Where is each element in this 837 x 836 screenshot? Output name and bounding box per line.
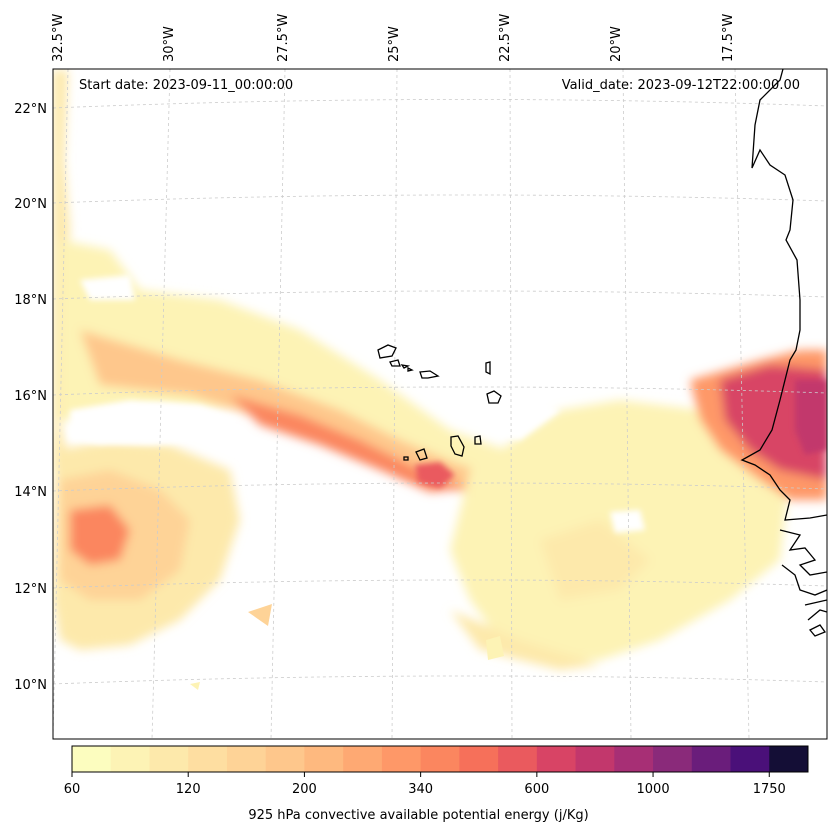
colorbar-tick-label: 120 [176, 782, 201, 797]
colorbar-segment [730, 746, 770, 772]
latitude-label: 18°N [14, 293, 47, 308]
latitude-label: 16°N [14, 389, 47, 404]
longitude-label: 22.5°W [498, 14, 513, 62]
colorbar-segment [265, 746, 305, 772]
latitude-axis: 22°N 20°N 18°N 16°N 14°N 12°N 10°N [14, 102, 47, 693]
latitude-label: 12°N [14, 582, 47, 597]
colorbar-tick-label: 600 [524, 782, 549, 797]
colorbar-segment [769, 746, 809, 772]
colorbar-tick-label: 340 [408, 782, 433, 797]
colorbar-ticks: 60 120 200 340 600 1000 1750 [64, 772, 786, 797]
longitude-label: 20°W [609, 26, 624, 62]
coastline [740, 69, 827, 637]
latitude-label: 22°N [14, 102, 47, 117]
colorbar-segment [149, 746, 189, 772]
gridlines [53, 69, 827, 739]
start-date-label: Start date: 2023-09-11_00:00:00 [79, 78, 294, 93]
latitude-label: 14°N [14, 485, 47, 500]
colorbar [72, 746, 809, 772]
colorbar-segment [188, 746, 228, 772]
colorbar-border [71, 745, 809, 773]
colorbar-segment [536, 746, 577, 772]
latitude-label: 20°N [14, 197, 47, 212]
colorbar-segment [614, 746, 654, 772]
longitude-label: 25°W [387, 26, 402, 62]
colorbar-tick-label: 60 [64, 782, 81, 797]
longitude-label: 17.5°W [721, 14, 736, 62]
longitude-axis: 32.5°W 30°W 27.5°W 25°W 22.5°W 20°W 17.5°W [51, 14, 736, 62]
colorbar-segment [575, 746, 615, 772]
longitude-label: 30°W [162, 26, 177, 62]
colorbar-segment [72, 746, 112, 772]
colorbar-tick-label: 200 [292, 782, 317, 797]
valid-date-label: Valid_date: 2023-09-12T22:00:00.00 [561, 78, 800, 93]
latitude-label: 10°N [14, 678, 47, 693]
colorbar-segment [381, 746, 422, 772]
colorbar-tick-label: 1000 [637, 782, 670, 797]
colorbar-segment [691, 746, 732, 772]
colorbar-segment [110, 746, 150, 772]
longitude-label: 27.5°W [276, 14, 291, 62]
colorbar-title: 925 hPa convective available potential e… [248, 808, 589, 823]
colorbar-segment [498, 746, 538, 772]
colorbar-segment [653, 746, 693, 772]
colorbar-segment [459, 746, 499, 772]
longitude-label: 32.5°W [51, 14, 66, 62]
colorbar-tick-label: 1750 [753, 782, 786, 797]
small-cape-patch [248, 604, 272, 626]
colorbar-segment [343, 746, 383, 772]
cape-verde-islands [377, 344, 502, 461]
map-border [52, 68, 828, 740]
small-cape-patch [486, 636, 504, 660]
colorbar-segment [304, 746, 344, 772]
cape-field [53, 69, 827, 739]
colorbar-segment [420, 746, 460, 772]
small-cape-patch [190, 682, 200, 690]
colorbar-segment [226, 746, 267, 772]
